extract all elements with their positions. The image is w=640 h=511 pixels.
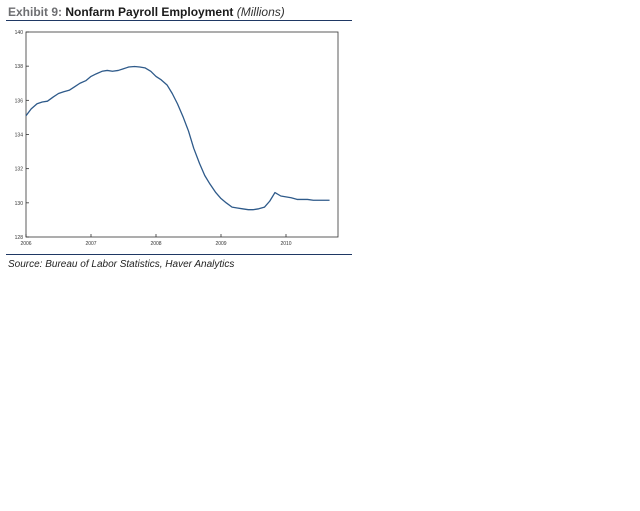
chart-area: 128 130 132 134 136 138 140 2006 2007 2008 2009 201… [6, 24, 352, 252]
bottom-rule [6, 254, 352, 255]
y-tick-label: 128 [15, 235, 24, 241]
series-line [25, 65, 330, 211]
source-note: Source: Bureau of Labor Statistics, Have… [8, 259, 235, 270]
exhibit: Exhibit 9: Nonfarm Payroll Employment (M… [6, 5, 352, 270]
y-tick-label: 132 [15, 167, 24, 173]
y-tick-label: 140 [15, 30, 24, 36]
y-tick-label: 136 [15, 98, 24, 104]
y-tick-label: 138 [15, 64, 24, 70]
exhibit-number: Exhibit 9: [8, 5, 63, 19]
exhibit-title: Exhibit 9: Nonfarm Payroll Employment (M… [6, 5, 352, 19]
x-tick-label: 2006 [20, 241, 31, 247]
x-tick-label: 2008 [150, 241, 161, 247]
plot-frame [25, 31, 339, 238]
y-tick-label: 130 [15, 201, 24, 207]
chart-unit: (Millions) [236, 5, 285, 19]
x-tick-label: 2010 [280, 241, 291, 247]
chart-title: Nonfarm Payroll Employment [65, 5, 234, 19]
x-tick-label: 2007 [85, 241, 96, 247]
y-tick-label: 134 [15, 133, 24, 139]
payroll-line-chart: 128 130 132 134 136 138 140 2006 2007 2008 2009 201… [15, 30, 339, 247]
top-rule [6, 20, 352, 21]
x-tick-label: 2009 [215, 241, 226, 247]
